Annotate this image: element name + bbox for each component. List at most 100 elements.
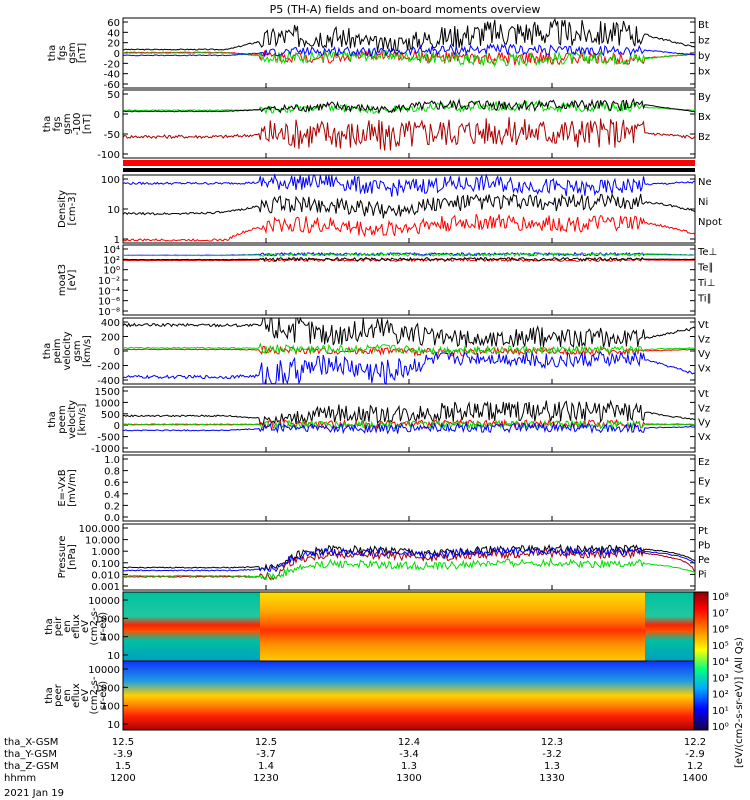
- spec-y-tick-label: 10: [107, 720, 120, 731]
- trace-Bx: [122, 97, 696, 114]
- y-tick-label: 20: [107, 39, 120, 50]
- spec-y-label-line: eV: [80, 689, 91, 702]
- trace-Vt: [122, 399, 696, 427]
- legend-Bz: Bz: [698, 132, 710, 143]
- x-row-value: 1300: [396, 773, 421, 784]
- colorbar-label: [eV/(cm2-s-sr-eV)] (All Qs): [734, 637, 745, 768]
- spec-y-tick-label: 100: [101, 633, 120, 644]
- y-tick-label: 50: [107, 90, 120, 101]
- legend-Vy: Vy: [698, 349, 711, 360]
- spec-y-label-line: tha: [44, 687, 55, 703]
- trace-Vx: [123, 421, 696, 435]
- x-row-value: -3.9: [113, 749, 133, 760]
- colorbar-tick-label: 10¹: [712, 706, 729, 717]
- y-tick-label: -200: [97, 362, 120, 373]
- y-axis-label-line: Density: [57, 190, 68, 228]
- y-tick-label: 1: [114, 235, 120, 246]
- y-tick-label: 10.000: [85, 536, 120, 547]
- legend-Pe: Pe: [698, 555, 710, 566]
- x-row-name: tha_Z-GSM: [4, 761, 59, 772]
- legend-Vx: Vx: [698, 364, 711, 375]
- y-axis-label-line: [nT]: [82, 114, 93, 134]
- spec-y-tick-label: 1000: [95, 683, 120, 694]
- trace-Vy: [122, 419, 696, 430]
- y-tick-label: 0.2: [104, 501, 120, 512]
- legend-Ti∥: Ti∥: [697, 294, 712, 305]
- y-axis-label-line: peim: [52, 338, 63, 363]
- panel-3: 100 10 1 Density [cm-3] Ne Ni Npot: [57, 173, 722, 246]
- y-axis-label-line: velocity: [67, 400, 78, 439]
- spec-y-tick-label: 10: [107, 651, 120, 662]
- y-tick-label: 10²: [103, 255, 120, 266]
- y-tick-label: 0.010: [91, 570, 120, 581]
- y-axis-label-line: gsm: [67, 42, 78, 63]
- y-tick-label: -100: [97, 150, 120, 161]
- x-row-value: 12.2: [684, 737, 706, 748]
- y-tick-label: 0.0: [104, 513, 120, 524]
- y-axis-label-line: tha: [42, 116, 53, 132]
- x-row-value: 1.4: [258, 761, 274, 772]
- spec-y-label-line: eflux: [71, 614, 82, 639]
- y-tick-label: -1000: [91, 444, 120, 455]
- y-axis-label-line: fgs: [52, 116, 63, 131]
- x-row-value: 12.5: [112, 737, 134, 748]
- legend-Bx: Bx: [698, 112, 711, 123]
- x-row-value: 1.2: [687, 761, 703, 772]
- legend-Te∥: Te∥: [697, 263, 714, 274]
- y-tick-label: 0.6: [104, 478, 120, 489]
- trace-Ni: [122, 192, 696, 219]
- y-tick-label: 10⁰: [103, 266, 120, 277]
- panel-frame: [122, 454, 696, 522]
- y-tick-label: 60: [107, 18, 120, 29]
- x-row-value: -2.9: [685, 749, 705, 760]
- x-row-value: -3.7: [256, 749, 276, 760]
- legend-bz: bz: [698, 36, 710, 47]
- y-axis-label-line: tha: [42, 343, 53, 359]
- y-axis-label-line: fgs: [57, 45, 68, 60]
- x-row-name: hhmm: [4, 773, 36, 784]
- legend-Ez: Ez: [698, 457, 710, 468]
- spec-y-label-line: en: [62, 689, 73, 702]
- legend-Te⊥: Te⊥: [697, 247, 717, 258]
- y-tick-label: 10⁻²: [98, 276, 120, 287]
- trace-Ti∥: [122, 252, 696, 258]
- y-tick-label: -40: [104, 70, 120, 81]
- y-axis-label-line: peem: [57, 405, 68, 433]
- legend-Bt: Bt: [698, 20, 709, 31]
- y-tick-label: 0.4: [104, 490, 120, 501]
- trace-Bz: [122, 117, 696, 151]
- colorbar-tick-label: 10³: [712, 673, 729, 684]
- spec-y-label-line: tha: [44, 618, 55, 634]
- y-tick-label: 1500: [95, 387, 120, 398]
- x-row-value: 1400: [682, 773, 707, 784]
- y-tick-label: 100: [101, 175, 120, 186]
- x-row-value: 1230: [253, 773, 278, 784]
- legend-bx: bx: [698, 67, 710, 78]
- trace-Vx: [122, 351, 695, 386]
- legend-Vy: Vy: [698, 418, 711, 429]
- x-axis-labels: tha_X-GSM 12.5 12.5 12.4 12.3 12.2 tha_Y-GSM -3…: [4, 737, 708, 784]
- colorbar-tick-label: 10⁴: [712, 657, 729, 668]
- spacecraft-mode-bar: [123, 160, 695, 172]
- spec-y-label-line: eflux: [71, 683, 82, 708]
- trace-Vy: [122, 342, 696, 356]
- y-axis-label-line: [nT]: [77, 43, 88, 63]
- y-tick-label: 400: [101, 318, 120, 329]
- trace-by: [123, 48, 696, 68]
- y-tick-label: 1.0: [104, 455, 120, 466]
- spec-y-tick-label: 1000: [95, 614, 120, 625]
- y-tick-label: -60: [104, 80, 120, 91]
- y-tick-label: 10⁴: [103, 245, 120, 256]
- legend-by: by: [698, 51, 710, 62]
- colorbar-tick-label: 10⁵: [712, 641, 729, 652]
- y-tick-label: 100.000: [79, 524, 120, 535]
- y-tick-label: 1.000: [91, 547, 120, 558]
- colorbar-tick-label: 10⁷: [712, 608, 729, 619]
- trace-Ne: [122, 214, 696, 242]
- y-axis-label-line: Pressure: [57, 536, 68, 579]
- colorbar-tick-label: 10⁸: [712, 592, 729, 603]
